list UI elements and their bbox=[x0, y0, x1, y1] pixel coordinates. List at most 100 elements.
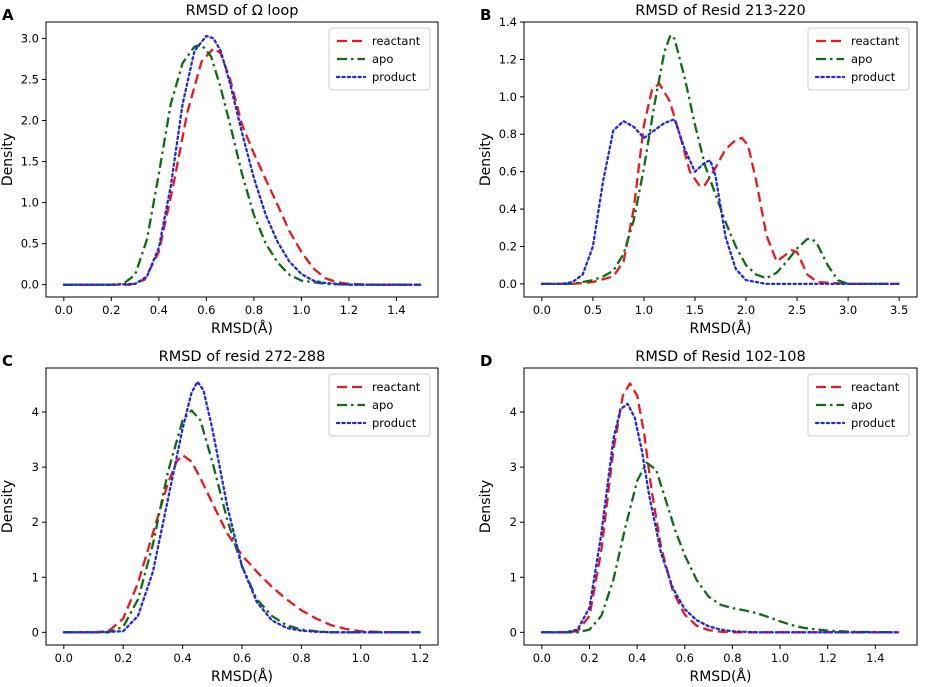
y-axis-label: Density bbox=[0, 133, 16, 186]
x-tick-label: 0.4 bbox=[150, 303, 168, 317]
legend-label-product: product bbox=[851, 416, 896, 430]
panel-letter: B bbox=[480, 6, 491, 24]
x-axis-label: RMSD(Å) bbox=[211, 668, 273, 685]
y-axis-label: Density bbox=[478, 133, 494, 186]
x-tick-label: 0.0 bbox=[55, 651, 73, 665]
y-tick-label: 1.0 bbox=[21, 196, 39, 210]
plot-frame bbox=[523, 367, 918, 646]
y-tick-label: 0.8 bbox=[499, 127, 517, 141]
legend-label-reactant: reactant bbox=[372, 380, 421, 394]
y-tick-label: 0.2 bbox=[499, 239, 517, 253]
panel-d: D RMSD of Resid 102-108 0.0 0.2 0.4 0.6 0.8 1.0… bbox=[478, 349, 918, 685]
x-tick-label: 1.5 bbox=[686, 303, 704, 317]
plot-frame bbox=[523, 21, 918, 298]
x-tick-label: 0.6 bbox=[233, 651, 251, 665]
x-tick-label: 0.0 bbox=[533, 303, 551, 317]
series-reactant-line bbox=[63, 47, 421, 286]
y-tick-label: 1.0 bbox=[499, 90, 517, 104]
x-tick-label: 0.8 bbox=[723, 651, 741, 665]
y-tick-label: 0 bbox=[32, 625, 39, 639]
legend: reactant apo product bbox=[328, 27, 431, 91]
series-apo-line bbox=[541, 461, 900, 634]
legend: reactant apo product bbox=[807, 27, 910, 91]
panel-c: C RMSD of resid 272-288 0.0 0.2 0.4 0.6 0.8 1.0… bbox=[0, 349, 439, 685]
y-tick-label: 0.4 bbox=[499, 202, 517, 216]
x-axis-label: RMSD(Å) bbox=[690, 668, 752, 685]
plot-frame bbox=[45, 21, 439, 298]
legend-label-apo: apo bbox=[851, 52, 872, 66]
y-tick-label: 1.2 bbox=[499, 52, 517, 66]
x-tick-label: 1.0 bbox=[292, 303, 310, 317]
y-tick-label: 1.5 bbox=[21, 155, 39, 169]
legend-box bbox=[807, 27, 910, 91]
series-apo-line bbox=[63, 43, 421, 286]
legend-label-apo: apo bbox=[372, 398, 393, 412]
y-axis-label: Density bbox=[478, 480, 494, 533]
legend-label-apo: apo bbox=[372, 52, 393, 66]
series-reactant-line bbox=[541, 82, 900, 286]
x-tick-label: 1.4 bbox=[866, 651, 884, 665]
x-axis-label: RMSD(Å) bbox=[690, 320, 752, 337]
x-tick-label: 1.2 bbox=[340, 303, 358, 317]
x-tick-label: 0.5 bbox=[584, 303, 602, 317]
x-tick-label: 0.8 bbox=[245, 303, 263, 317]
legend: reactant apo product bbox=[328, 373, 431, 437]
x-tick-label: 1.0 bbox=[771, 651, 789, 665]
panel-letter: C bbox=[2, 352, 13, 370]
x-tick-label: 1.0 bbox=[352, 651, 370, 665]
panel-letter: A bbox=[2, 6, 14, 24]
panel-a: A RMSD of Ω loop 0.0 0.2 0.4 0.6 0.8 1.0 1.2 1.4 0… bbox=[0, 3, 439, 337]
legend-label-product: product bbox=[851, 70, 896, 84]
series-reactant-line bbox=[63, 453, 421, 634]
x-axis-label: RMSD(Å) bbox=[211, 320, 273, 337]
y-tick-label: 2.0 bbox=[21, 114, 39, 128]
y-tick-label: 3 bbox=[32, 460, 39, 474]
legend: reactant apo product bbox=[807, 373, 910, 437]
y-tick-label: 4 bbox=[32, 405, 39, 419]
y-tick-label: 3.0 bbox=[21, 31, 39, 45]
y-tick-label: 0.0 bbox=[499, 277, 517, 291]
series-product-line bbox=[540, 118, 901, 286]
y-tick-label: 2 bbox=[32, 515, 39, 529]
y-axis-label: Density bbox=[0, 480, 16, 533]
x-tick-label: 0.6 bbox=[676, 651, 694, 665]
x-tick-label: 1.2 bbox=[819, 651, 837, 665]
y-tick-label: 1 bbox=[32, 570, 39, 584]
x-tick-label: 0.2 bbox=[580, 651, 598, 665]
y-tick-label: 1.4 bbox=[499, 15, 517, 29]
y-tick-label: 2 bbox=[510, 515, 517, 529]
y-tick-label: 3 bbox=[510, 460, 517, 474]
legend-box bbox=[807, 373, 910, 437]
series-product-line bbox=[62, 34, 422, 286]
legend-label-reactant: reactant bbox=[851, 380, 900, 394]
x-tick-label: 3.5 bbox=[890, 303, 908, 317]
x-tick-label: 1.2 bbox=[411, 651, 429, 665]
chart-title: RMSD of Ω loop bbox=[186, 3, 299, 19]
x-tick-label: 0.2 bbox=[114, 651, 132, 665]
legend-label-product: product bbox=[372, 70, 417, 84]
series-apo-line bbox=[63, 409, 421, 634]
y-tick-label: 0.5 bbox=[21, 237, 39, 251]
series-product-line bbox=[540, 402, 901, 634]
series-reactant-line bbox=[541, 382, 900, 634]
legend-label-apo: apo bbox=[851, 398, 872, 412]
x-tick-label: 2.0 bbox=[737, 303, 755, 317]
x-tick-label: 0.2 bbox=[102, 303, 120, 317]
y-tick-label: 0 bbox=[510, 625, 517, 639]
x-tick-label: 0.8 bbox=[292, 651, 310, 665]
chart-title: RMSD of Resid 102-108 bbox=[635, 349, 805, 365]
x-tick-label: 0.0 bbox=[55, 303, 73, 317]
x-tick-label: 3.0 bbox=[839, 303, 857, 317]
chart-title: RMSD of resid 272-288 bbox=[159, 349, 326, 365]
y-tick-label: 0.0 bbox=[21, 278, 39, 292]
y-tick-label: 1 bbox=[510, 570, 517, 584]
x-tick-label: 2.5 bbox=[788, 303, 806, 317]
legend-label-product: product bbox=[372, 416, 417, 430]
x-tick-label: 1.0 bbox=[635, 303, 653, 317]
series-product-line bbox=[62, 380, 422, 634]
legend-label-reactant: reactant bbox=[851, 34, 900, 48]
chart-title: RMSD of Resid 213-220 bbox=[635, 3, 805, 19]
x-tick-label: 0.6 bbox=[197, 303, 215, 317]
legend-label-reactant: reactant bbox=[372, 34, 421, 48]
